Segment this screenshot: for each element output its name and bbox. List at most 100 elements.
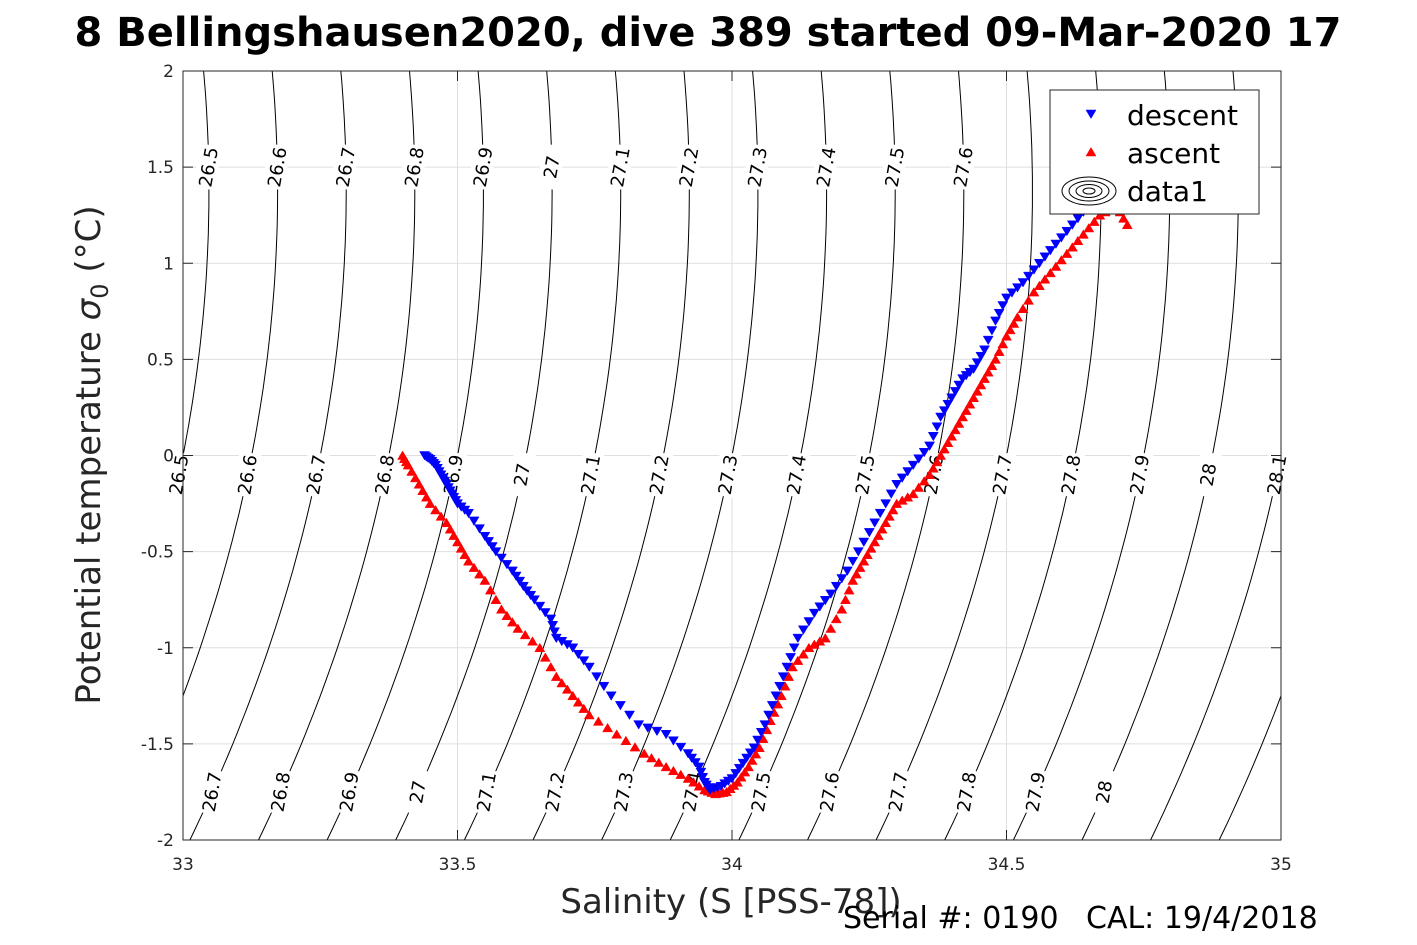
descent-point — [993, 308, 1005, 319]
ascent-point — [441, 517, 452, 528]
contour-label-group: 28 — [1088, 768, 1118, 816]
descent-point — [479, 531, 491, 542]
contour-label-bg — [1055, 450, 1085, 499]
ascent-point — [918, 476, 930, 486]
ascent-point — [854, 562, 866, 572]
contour-label-bg — [742, 143, 772, 191]
contour-label-bg — [608, 768, 638, 816]
contour-label-bg — [265, 768, 295, 816]
ascent-point — [444, 524, 456, 534]
ascent-point — [550, 671, 562, 681]
ascent-point — [653, 757, 665, 767]
ascent-point — [1118, 213, 1130, 223]
ascent-point — [413, 479, 425, 489]
ascent-point — [975, 380, 987, 390]
contour-label-bg — [402, 768, 432, 816]
descent-point — [583, 662, 595, 672]
ascent-point — [406, 466, 418, 476]
contour-label-bg — [330, 143, 360, 191]
descent-point — [1039, 252, 1051, 262]
ascent-point — [935, 450, 947, 460]
descent-point — [841, 566, 853, 576]
ascent-point — [474, 569, 485, 579]
ascent-point — [455, 543, 467, 553]
descent-point — [953, 380, 965, 390]
descent-point — [924, 441, 936, 451]
y-tick-label: 0 — [163, 447, 174, 467]
y-axis-label-symbol: σ — [69, 297, 109, 320]
contour-label-bg — [745, 768, 775, 816]
descent-point — [1012, 283, 1023, 293]
ascent-point — [611, 729, 623, 739]
ascent-point — [1077, 229, 1089, 239]
contour-label-bg — [951, 768, 981, 816]
contour-label-group: 27.5 — [879, 143, 909, 191]
descent-point — [979, 345, 990, 355]
contour-label-bg — [712, 450, 742, 499]
descent-point — [863, 528, 875, 538]
descent-point — [997, 301, 1009, 311]
descent-point — [752, 735, 764, 745]
ascent-point — [534, 642, 546, 653]
descent-point — [1050, 239, 1062, 249]
descent-point — [942, 399, 954, 410]
ascent-point — [567, 690, 579, 701]
descent-point — [474, 524, 485, 534]
ascent-point — [949, 424, 961, 435]
contour-label-group: 27.5 — [849, 450, 880, 499]
descent-point — [1033, 259, 1045, 269]
descent-point — [1017, 278, 1029, 288]
descent-point — [808, 608, 820, 619]
ascent-point — [913, 482, 925, 492]
ascent-point — [1028, 287, 1040, 297]
descent-point — [741, 753, 753, 763]
ascent-point — [993, 346, 1005, 356]
descent-point — [792, 633, 804, 644]
x-tick-label: 35 — [1270, 855, 1292, 875]
descent-point — [1066, 220, 1078, 230]
descent-point — [514, 576, 526, 587]
ascent-point — [682, 773, 694, 783]
ascent-point — [1050, 261, 1062, 271]
descent-point — [495, 553, 507, 563]
ascent-point — [982, 367, 994, 377]
calibration-label: CAL: 19/4/2018 — [1086, 901, 1318, 936]
ascent-point — [836, 604, 848, 614]
ascent-point — [979, 373, 990, 383]
ascent-point — [1004, 324, 1016, 335]
ascent-point — [792, 655, 804, 665]
descent-point — [986, 326, 998, 336]
descent-point — [869, 518, 881, 528]
descent-point — [852, 547, 864, 557]
legend-descent-label: descent — [1127, 99, 1238, 132]
ascent-point — [830, 613, 842, 624]
ascent-point — [495, 604, 507, 614]
descent-point — [726, 774, 738, 784]
ascent-point — [693, 781, 705, 791]
y-axis-label-subscript: 0 — [86, 283, 114, 298]
contour-label: 28 — [1092, 779, 1117, 805]
ascent-point — [739, 767, 751, 777]
contour-label-bg — [333, 768, 364, 816]
descent-point — [797, 625, 809, 635]
contour-label: 27 — [406, 779, 431, 805]
isopycnal-line — [1150, 455, 1282, 841]
descent-point — [651, 726, 663, 737]
contour-label-group: 27.2 — [643, 450, 674, 499]
x-tick-label: 34.5 — [988, 855, 1026, 875]
contour-label-bg — [1088, 768, 1118, 816]
series-descent — [419, 178, 1128, 795]
descent-point — [781, 662, 793, 672]
descent-point — [902, 467, 914, 477]
ascent-point — [417, 485, 429, 495]
descent-point — [578, 656, 590, 666]
descent-point — [697, 772, 709, 783]
legend-data1-swatch — [1061, 176, 1117, 206]
ascent-point — [964, 399, 976, 409]
ascent-point — [746, 755, 758, 765]
descent-point — [624, 710, 635, 720]
ascent-point — [1017, 303, 1029, 313]
contour-label-bg — [814, 768, 844, 816]
ascent-point — [1033, 280, 1045, 290]
